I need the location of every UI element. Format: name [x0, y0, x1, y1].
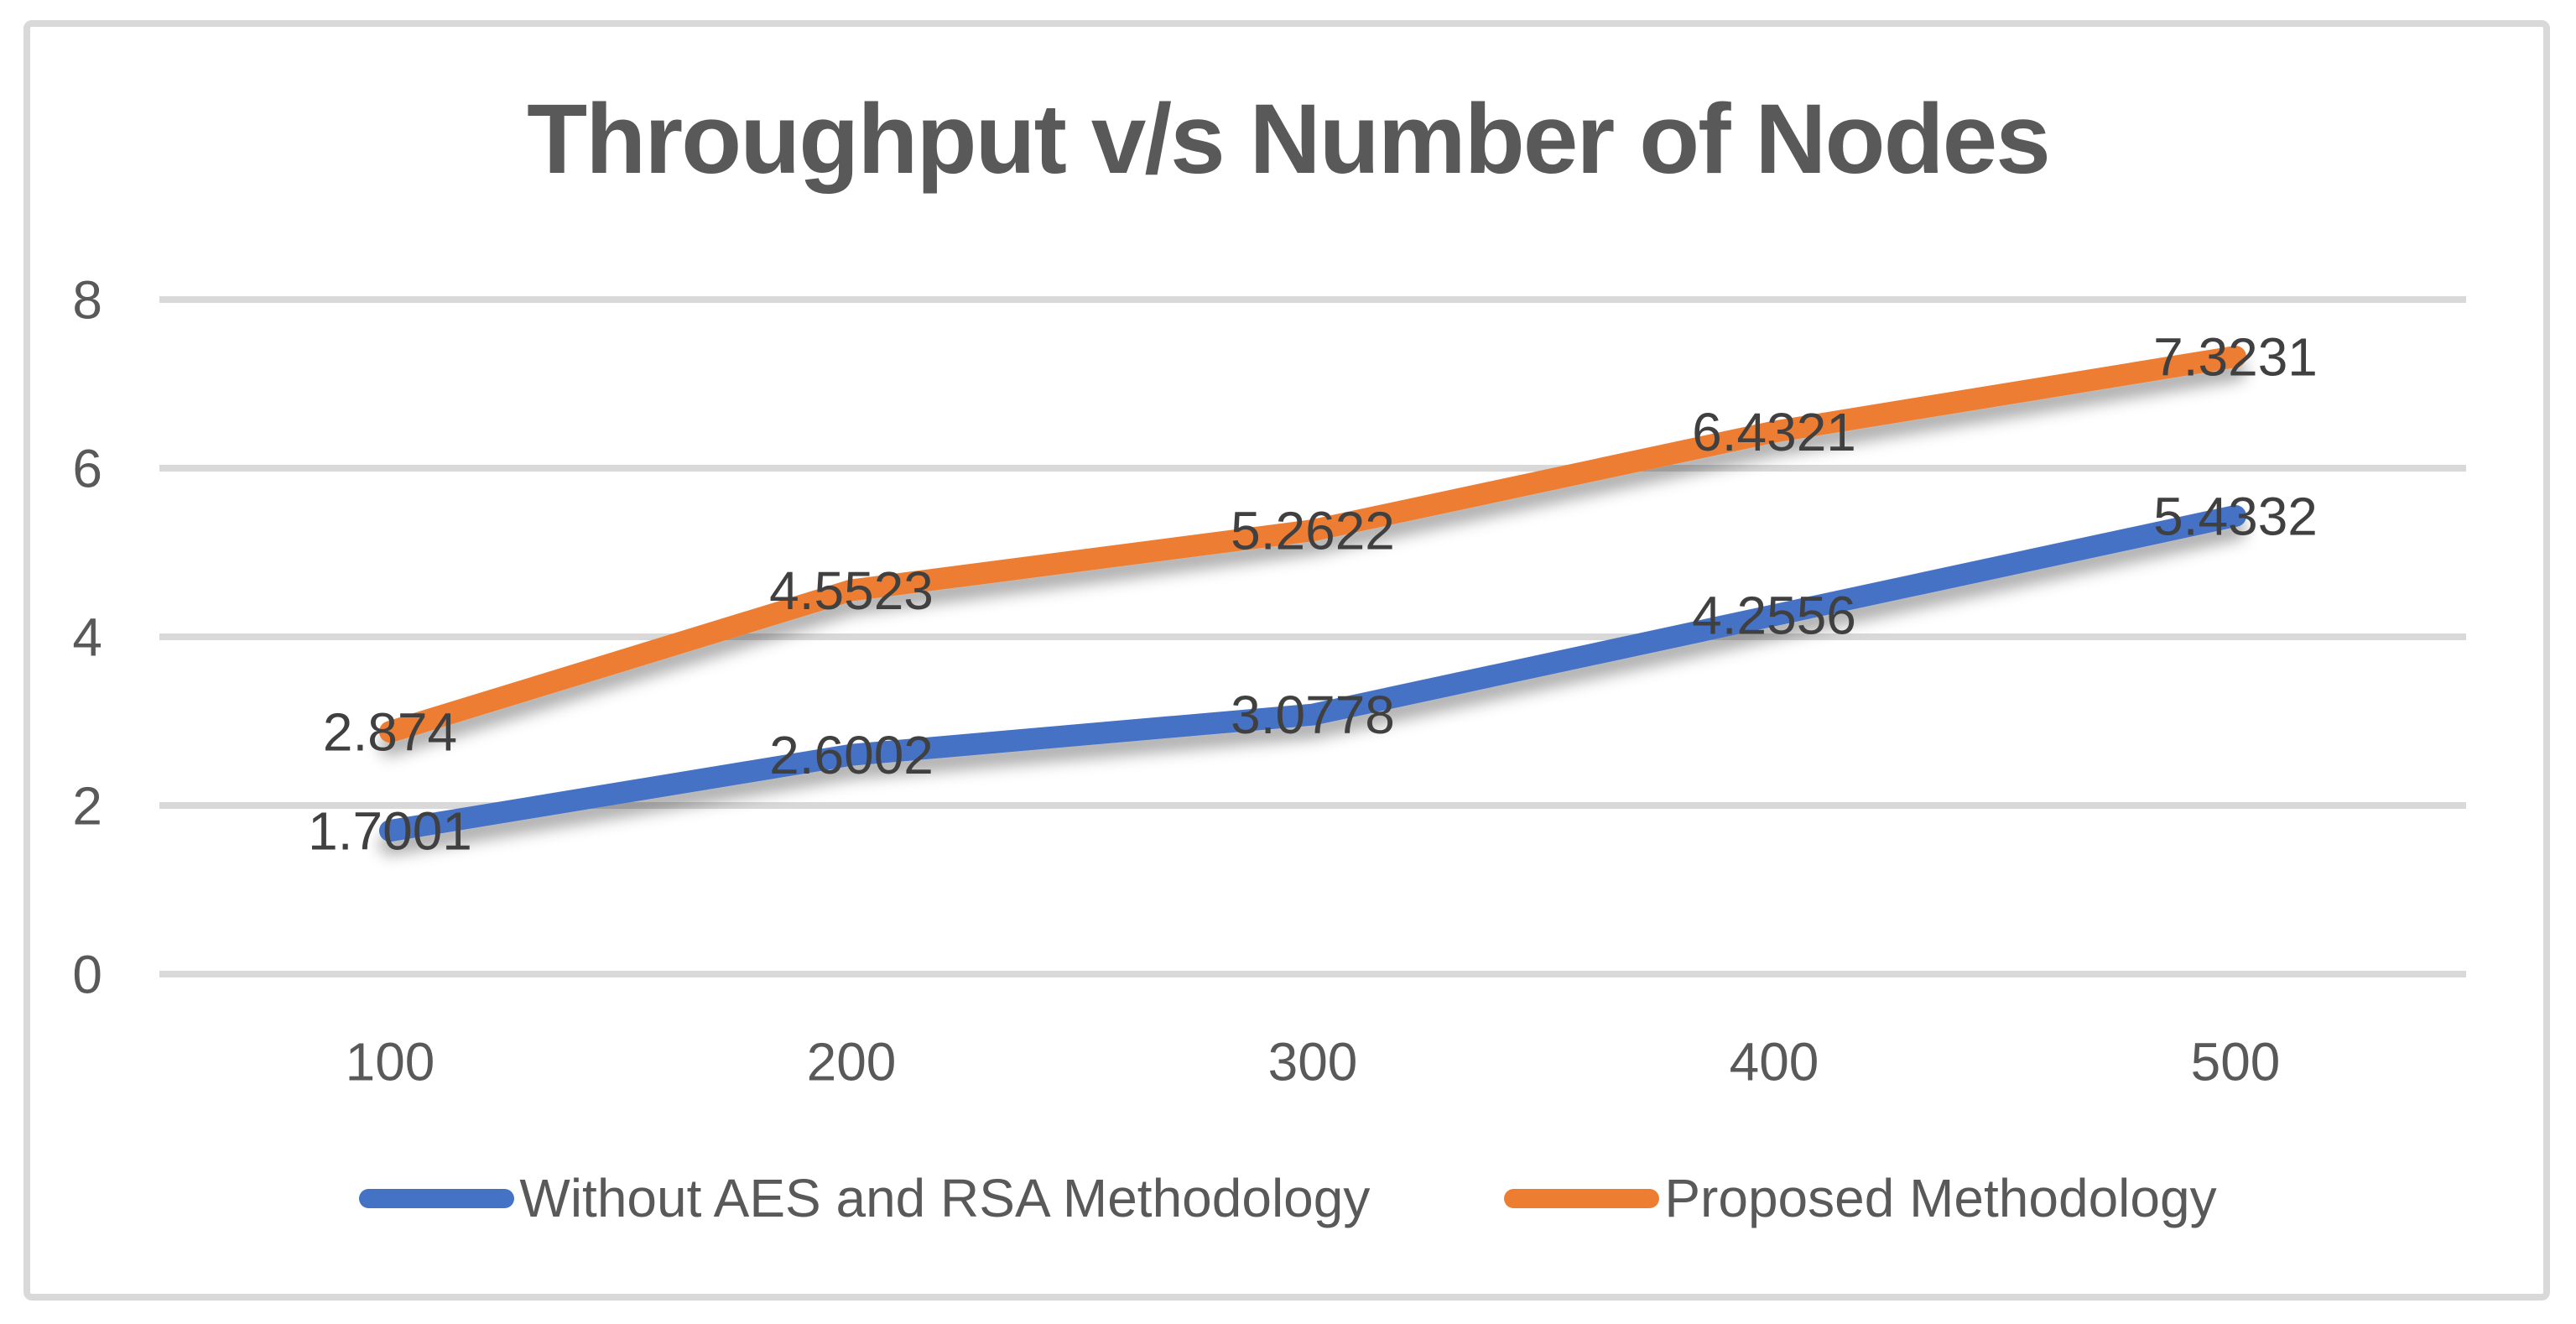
y-axis-tick-label: 8 [72, 269, 102, 330]
data-label: 2.6002 [769, 725, 934, 785]
legend-item-proposed: Proposed Methodology [1504, 1167, 2217, 1229]
y-axis-tick-label: 4 [72, 607, 102, 667]
legend-marker-without-aes-rsa [359, 1188, 515, 1208]
data-label: 6.4321 [1692, 402, 1856, 462]
gridlines [159, 296, 2466, 977]
data-label: 3.0778 [1231, 685, 1395, 745]
data-label: 7.3231 [2153, 326, 2318, 387]
data-label: 5.2622 [1231, 501, 1395, 561]
legend: Without AES and RSA Methodology Proposed… [0, 1160, 2576, 1237]
legend-marker-proposed [1504, 1188, 1660, 1208]
data-label: 1.7001 [308, 801, 472, 862]
x-axis-tick-label: 500 [2191, 1031, 2281, 1092]
y-axis-tick-label: 2 [72, 775, 102, 836]
legend-label-without-aes-rsa: Without AES and RSA Methodology [519, 1168, 1371, 1228]
y-axis-tick-labels: 0 2 4 6 8 [72, 269, 102, 1004]
data-label: 2.874 [323, 702, 457, 763]
x-axis-tick-label: 400 [1730, 1031, 1819, 1092]
x-axis-tick-label: 200 [807, 1031, 897, 1092]
data-label: 4.2556 [1692, 586, 1856, 646]
data-labels: 1.7001 2.6002 3.0778 4.2556 5.4332 2.874 4.552… [308, 326, 2318, 861]
data-label: 5.4332 [2153, 486, 2318, 546]
legend-item-without-aes-rsa: Without AES and RSA Methodology [359, 1167, 1370, 1229]
legend-label-proposed: Proposed Methodology [1664, 1168, 2217, 1228]
chart-title: Throughput v/s Number of Nodes [527, 84, 2051, 195]
x-axis-tick-labels: 100 200 300 400 500 [346, 1031, 2281, 1092]
series-line-0 [379, 504, 2246, 842]
x-axis-tick-label: 300 [1268, 1031, 1358, 1092]
series-line-1 [379, 346, 2246, 743]
y-axis-tick-label: 6 [72, 438, 102, 498]
x-axis-tick-label: 100 [346, 1031, 435, 1092]
series-lines [379, 346, 2246, 842]
chart-frame [23, 20, 2550, 1301]
data-label: 4.5523 [769, 560, 934, 621]
y-axis-tick-label: 0 [72, 944, 102, 1004]
